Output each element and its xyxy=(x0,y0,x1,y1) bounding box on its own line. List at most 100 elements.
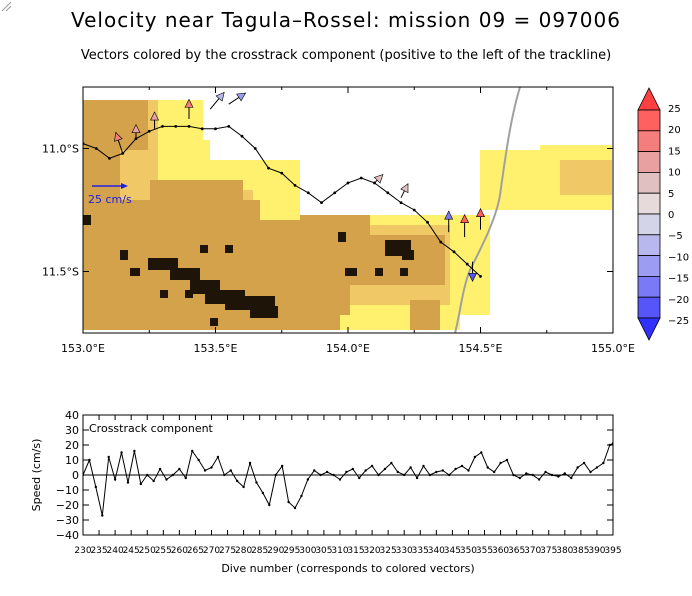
track-point xyxy=(465,262,469,266)
line-xtick-label: 360 xyxy=(492,546,509,556)
colorbar-label: 10 xyxy=(668,168,681,179)
crosstrack-point xyxy=(602,461,605,465)
crosstrack-point xyxy=(293,506,297,510)
track-point xyxy=(174,124,178,128)
map-xtick-label: 154.0°E xyxy=(326,342,370,355)
track-point xyxy=(280,171,284,175)
land-cell xyxy=(148,258,178,270)
crosstrack-point xyxy=(274,473,277,477)
chart-title: Velocity near Tagula–Rossel: mission 09 … xyxy=(71,8,621,32)
track-point xyxy=(452,250,456,254)
track-point xyxy=(200,127,204,131)
map-ytick-label: 11.5°S xyxy=(42,266,79,279)
crosstrack-point xyxy=(184,476,187,480)
track-point xyxy=(346,181,350,185)
map-xtick-label: 153.5°E xyxy=(194,342,238,355)
crosstrack-point xyxy=(492,470,496,474)
colorbar-segment xyxy=(637,213,661,236)
track-point xyxy=(108,156,111,160)
crosstrack-point xyxy=(203,469,207,472)
crosstrack-point xyxy=(178,467,181,471)
land-cell xyxy=(160,290,168,298)
track-point xyxy=(214,127,217,131)
line-xtick-label: 290 xyxy=(267,546,284,556)
x-axis-label: Dive number (corresponds to colored vect… xyxy=(221,562,474,575)
line-xtick-label: 365 xyxy=(508,546,525,556)
track-point xyxy=(359,176,363,180)
line-xtick-label: 265 xyxy=(187,546,204,556)
track-point xyxy=(439,240,443,244)
crosstrack-point xyxy=(287,500,290,504)
track-point xyxy=(320,201,323,205)
resize-grip-icon[interactable] xyxy=(0,0,12,12)
crosstrack-point xyxy=(486,466,489,469)
map-panel: 153.0°E 153.5°E 154.0°E 154.5°E 155.0°E 11.0°… xyxy=(42,86,635,355)
coastline xyxy=(454,87,521,333)
crosstrack-point xyxy=(518,476,522,480)
colorbar-top-cap xyxy=(637,87,661,111)
colorbar-segment xyxy=(637,234,661,257)
land-cell xyxy=(250,306,278,318)
crosstrack-point xyxy=(415,476,419,480)
line-xtick-label: 390 xyxy=(588,546,605,556)
crosstrack-point xyxy=(563,472,567,475)
crosstrack-point xyxy=(235,479,239,483)
land-cell xyxy=(185,290,193,298)
crosstrack-point xyxy=(467,469,470,472)
crosstrack-point xyxy=(280,464,284,468)
colorbar: 25 20 15 10 5 0 −5 −10 −15 −20 −25 xyxy=(637,87,689,341)
crosstrack-point xyxy=(325,470,329,474)
line-xtick-label: 300 xyxy=(299,546,316,556)
track-point xyxy=(399,201,403,205)
line-xtick-label: 395 xyxy=(604,546,621,556)
land-cell xyxy=(540,145,612,160)
map-vectors xyxy=(114,91,485,282)
crosstrack-point xyxy=(512,473,515,477)
crosstrack-point xyxy=(403,473,406,477)
crosstrack-point xyxy=(158,467,162,471)
line-xtick-label: 335 xyxy=(412,546,429,556)
colorbar-segment xyxy=(637,109,661,132)
line-ticks: 403020100−10−20−30−402302352402452502552… xyxy=(56,409,622,556)
y-axis-label: Speed (cm/s) xyxy=(30,439,43,512)
crosstrack-point xyxy=(441,469,444,472)
crosstrack-point xyxy=(364,469,367,472)
colorbar-label: −25 xyxy=(668,316,689,327)
colorbar-bottom-cap xyxy=(637,317,661,341)
crosstrack-point xyxy=(595,466,599,469)
crosstrack-point xyxy=(370,464,374,468)
line-xtick-label: 255 xyxy=(155,546,172,556)
land-cell xyxy=(338,232,346,242)
crosstrack-point xyxy=(300,494,303,498)
crosstrack-point xyxy=(383,467,387,471)
track-point xyxy=(147,129,151,133)
crosstrack-point xyxy=(570,476,573,480)
land-cell xyxy=(400,268,408,276)
map-cells xyxy=(83,100,612,330)
colorbar-label: −20 xyxy=(668,295,689,306)
crosstrack-point xyxy=(473,455,477,459)
line-xtick-label: 305 xyxy=(315,546,332,556)
vector-head xyxy=(236,92,247,102)
crosstrack-point xyxy=(557,475,560,478)
colorbar-label: 25 xyxy=(668,104,681,115)
crosstrack-point xyxy=(113,478,117,481)
line-ytick-label: −30 xyxy=(56,514,79,527)
land-cell xyxy=(410,300,440,330)
colorbar-segment xyxy=(637,130,661,153)
land-cell xyxy=(170,268,200,280)
crosstrack-point xyxy=(582,461,586,465)
track-point xyxy=(293,184,297,187)
line-xtick-label: 375 xyxy=(540,546,557,556)
line-xtick-label: 260 xyxy=(171,546,188,556)
crosstrack-point xyxy=(223,473,226,477)
line-xtick-label: 270 xyxy=(203,546,220,556)
colorbar-label: −15 xyxy=(668,274,689,285)
crosstrack-point xyxy=(139,482,143,486)
land-cell xyxy=(300,215,370,245)
crosstrack-point xyxy=(422,464,425,468)
line-xtick-label: 275 xyxy=(219,546,236,556)
crosstrack-point xyxy=(531,473,534,477)
land-cell xyxy=(225,245,233,253)
